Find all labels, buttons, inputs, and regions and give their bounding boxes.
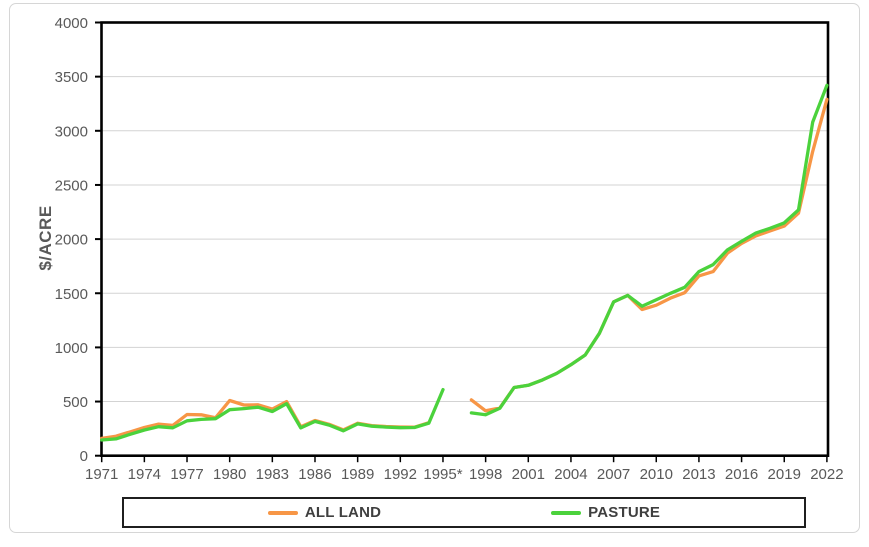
x-tick-label: 2004 xyxy=(554,466,587,483)
y-tick-label: 1000 xyxy=(55,340,88,357)
y-tick-label: 3000 xyxy=(55,123,88,140)
series-line-pasture xyxy=(469,83,829,417)
y-tick-label: 2500 xyxy=(55,177,88,194)
y-tick-label: 3500 xyxy=(55,69,88,86)
y-axis-title: $/ACRE xyxy=(36,205,55,271)
legend-item-pasture: PASTURE xyxy=(551,504,660,521)
x-tick-label: 1986 xyxy=(298,466,331,483)
x-tick-label: 2007 xyxy=(597,466,630,483)
series-line-all-land xyxy=(469,97,829,413)
x-tick-label: 2019 xyxy=(768,466,801,483)
y-tick-label: 4000 xyxy=(55,15,88,32)
x-tick-label: 1995* xyxy=(423,466,462,483)
y-tick-label: 0 xyxy=(80,448,88,465)
x-tick-label: 1989 xyxy=(341,466,374,483)
series-line-pasture xyxy=(100,387,445,442)
x-tick-label: 1998 xyxy=(469,466,502,483)
x-tick-label: 2016 xyxy=(725,466,758,483)
pasture-line-swatch xyxy=(551,510,582,515)
y-tick-label: 500 xyxy=(63,394,88,411)
chart-frame xyxy=(9,3,860,533)
y-tick-label: 2000 xyxy=(55,232,88,249)
x-tick-label: 1980 xyxy=(213,466,246,483)
x-tick-label: 1983 xyxy=(256,466,289,483)
x-tick-label: 2022 xyxy=(810,466,843,483)
y-tick-label: 1500 xyxy=(55,286,88,303)
x-tick-label: 1971 xyxy=(85,466,118,483)
x-tick-label: 2010 xyxy=(640,466,673,483)
x-tick-label: 1977 xyxy=(170,466,203,483)
x-tick-label: 1992 xyxy=(384,466,417,483)
series-line-all-land xyxy=(100,398,431,441)
legend-label-all-land: ALL LAND xyxy=(304,504,382,521)
x-tick-label: 2013 xyxy=(682,466,715,483)
all-land-line-swatch xyxy=(267,510,298,515)
legend-label-pasture: PASTURE xyxy=(588,504,661,521)
legend: ALL LAND PASTURE xyxy=(122,497,806,528)
x-tick-label: 1974 xyxy=(128,466,161,483)
x-tick-label: 2001 xyxy=(512,466,545,483)
legend-item-all-land: ALL LAND xyxy=(267,504,382,521)
